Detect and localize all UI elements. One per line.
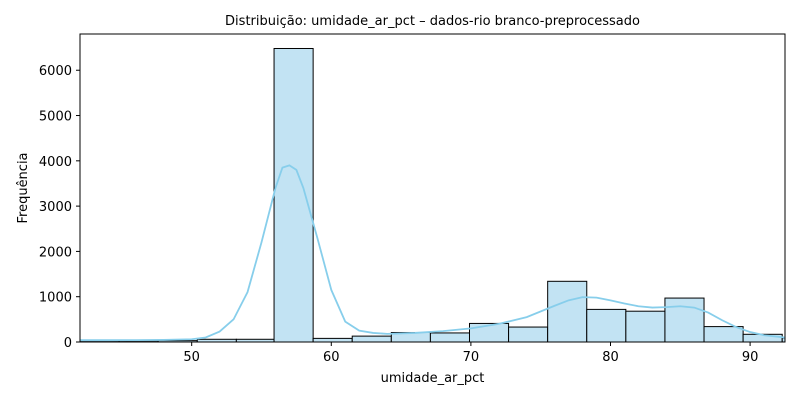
y-axis: 0 1000 2000 3000 4000 5000 6000: [39, 64, 80, 351]
chart-title: Distribuição: umidade_ar_pct – dados-rio…: [225, 14, 640, 29]
histogram-bar: [625, 310, 666, 343]
x-tick-label: 90: [742, 350, 759, 365]
y-tick-label: 3000: [39, 200, 72, 215]
histogram-bar: [429, 332, 470, 343]
histogram-bar: [547, 280, 588, 343]
histogram-bar: [508, 326, 549, 343]
histogram-bar: [703, 326, 744, 343]
histogram-bar: [312, 337, 353, 343]
x-axis: 50 60 70 80 90: [183, 342, 758, 365]
x-tick-label: 70: [463, 350, 480, 365]
y-tick-label: 5000: [39, 110, 72, 125]
x-tick-label: 60: [323, 350, 340, 365]
x-tick-label: 50: [183, 350, 200, 365]
bars-layer: [79, 47, 786, 343]
histogram-bar: [351, 335, 392, 343]
y-tick-label: 0: [64, 336, 72, 351]
y-tick-label: 2000: [39, 245, 72, 260]
kde-line: [80, 164, 786, 342]
y-tick-label: 1000: [39, 291, 72, 306]
histogram-bar: [664, 297, 705, 343]
x-tick-label: 80: [602, 350, 619, 365]
histogram-bar: [273, 47, 314, 343]
y-axis-title: Frequência: [16, 152, 31, 223]
plot-frame: [79, 33, 786, 343]
x-axis-title: umidade_ar_pct: [381, 371, 485, 386]
histogram-bar: [586, 308, 627, 343]
y-tick-label: 6000: [39, 64, 72, 79]
y-tick-label: 4000: [39, 155, 72, 170]
